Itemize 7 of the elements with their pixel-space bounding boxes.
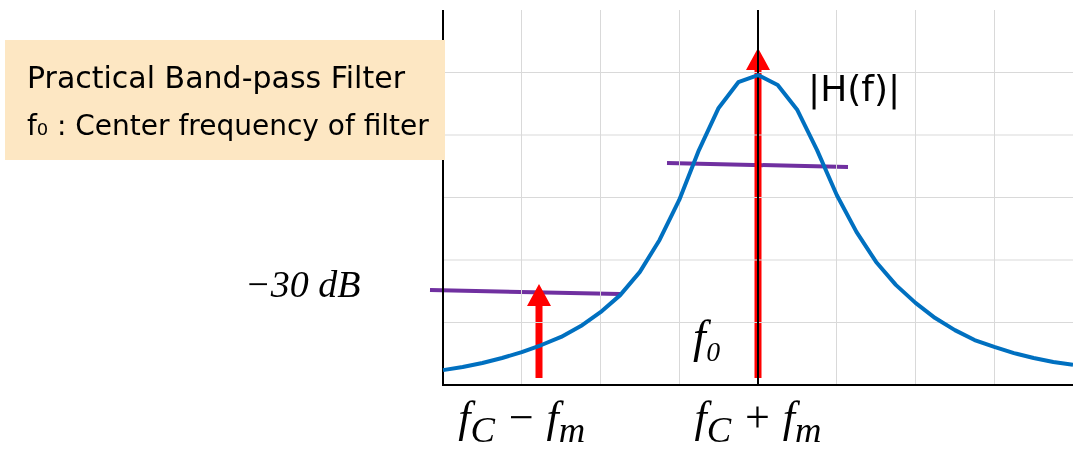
x-tick-label: f$_{C}$ − f$_{m}$: [458, 392, 586, 451]
annotation: |H(f)|: [808, 68, 901, 109]
text: Practical Band-pass Filter: [27, 59, 406, 97]
annotation: f₀: [693, 310, 722, 363]
text: −30 dB: [245, 262, 361, 306]
x-tick-label: f$_{C}$ + f$_{m}$: [694, 392, 822, 451]
text: f₀ : Center frequency of filter: [27, 108, 430, 144]
